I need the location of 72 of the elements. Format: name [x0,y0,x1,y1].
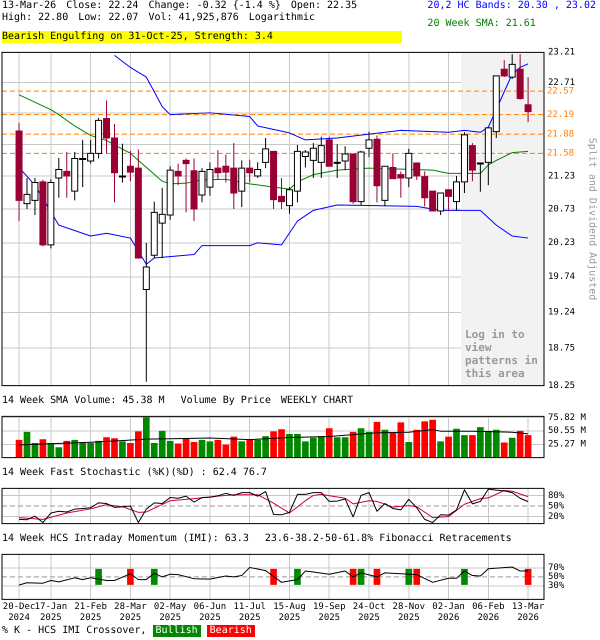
y-tick-label: 22.71 [548,78,576,88]
x-tick-label: 02-Jan 2026 [432,602,465,623]
x-tick-label: 06-Feb 2026 [472,602,505,623]
y-tick-label: 80% [548,490,565,501]
text: 20 Week SMA: 21.61 [427,18,536,30]
chart-title: 14 Week HCS Intraday Momentum (IMI): 63.3 [2,533,249,545]
band-label: Log in to view patterns in this area [465,328,538,380]
chart-title: Bearish Engulfing on 31-Oct-25, Strength: 3.4 [2,31,402,43]
y-tick-label: 23.21 [548,48,576,58]
bar [374,422,380,458]
y-tick-label: 20.23 [548,238,576,248]
text: Open: 22.35 [290,0,358,12]
bar [405,442,412,458]
bar [246,439,254,458]
y-tick-label: 75.82 M [548,412,587,423]
ref-line-label: 22.57 [547,86,574,96]
y-tick-label: 20% [548,512,565,522]
y-tick-label: 50.55 M [548,426,587,436]
y-tick-label: 50% [548,501,565,512]
y-tick-label: 50% [548,572,565,582]
x-tick-label: 21-Feb 2025 [74,602,107,623]
x-tick-label: 13-Mar 2026 [512,602,545,623]
legend-title: % K - HCS IMI Crossover, [2,625,146,637]
x-tick-label: 20-Dec 2024 [2,602,36,623]
y-tick-label: 70% [548,563,565,574]
y-tick-label: 30% [548,581,565,592]
x-tick-label: 11-Jul 2025 [233,602,266,623]
text: High: 22.80 [2,12,68,24]
text: 13-Mar-26 [2,0,56,12]
chart-title: 14 Week Fast Stochastic (%K)(%D) : 62.4 76.7 [2,467,267,479]
text: WEEKLY CHART [280,395,354,407]
ref-line-label: 22.19 [547,110,574,120]
bar [16,440,22,458]
text: Change: -0.32 {-1.4 %} [148,0,281,12]
x-tick-label: 24-Oct 2025 [352,602,386,623]
bar [437,441,444,458]
y-tick-label: 19.74 [548,272,576,282]
y-tick-label: 21.23 [548,171,576,182]
chart-title: 14 Week SMA Volume: 45.38 M [2,395,165,407]
text: 20,2 HC Bands: 20.30 , 23.02 [427,0,596,12]
ref-line-label: 21.88 [547,130,574,140]
bar [326,428,333,458]
text: Logarithmic [248,12,315,24]
text: Vol: 41,925,876 [148,12,239,24]
bar [350,432,356,458]
y-tick-label: 20.73 [548,204,576,214]
y-tick-label: 25.27 M [548,440,587,450]
text: Low: 22.07 [78,12,138,24]
bar [238,441,246,458]
x-tick-label: 06-Jun 2025 [194,602,226,623]
bar [469,435,476,458]
x-tick-label: 19-Sep 2025 [312,602,346,623]
ref-line-label: 21.58 [547,148,574,159]
x-tick-label: 02-May 2025 [154,602,187,623]
bar [119,441,126,458]
y-tick-label: 19.24 [548,308,576,318]
x-tick-label: 17-Jan 2025 [34,602,68,623]
y-tick-label: 18.75 [548,343,576,354]
text: Volume By Price [180,395,271,407]
bar [445,436,452,458]
bar [500,442,508,458]
bar [508,438,516,458]
text: Bullish [152,625,201,637]
x-tick-label: 15-Aug 2025 [273,602,306,623]
y-axis-title: Split and Dividend Adjusted [586,138,598,300]
x-tick-label: 28-Mar 2025 [114,602,148,623]
text: 23.6-38.2-50-61.8% Fibonacci Retracements [264,533,512,545]
text: Close: 22.24 [66,0,138,12]
x-tick-label: 28-Nov 2025 [392,602,426,623]
text: Bearish [206,625,255,637]
bar [382,430,388,458]
y-tick-label: 18.25 [548,380,576,391]
